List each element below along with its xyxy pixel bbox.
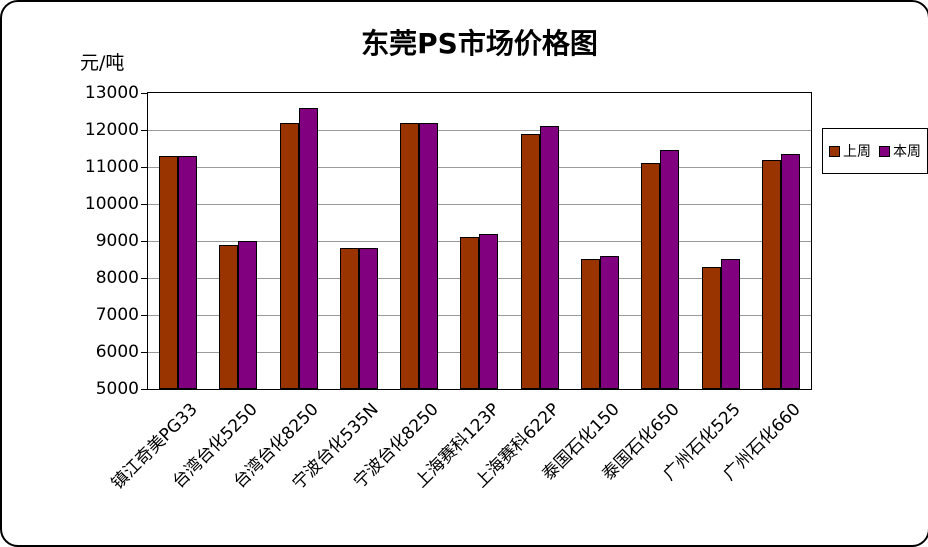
legend-swatch-上周 bbox=[829, 145, 840, 157]
bar-group bbox=[269, 93, 329, 389]
bar-groups bbox=[148, 93, 811, 389]
bar-本周 bbox=[660, 150, 680, 389]
y-tick-mark bbox=[141, 315, 147, 316]
y-tick-mark bbox=[141, 241, 147, 242]
bar-group bbox=[690, 93, 750, 389]
y-axis-unit-label: 元/吨 bbox=[80, 52, 125, 74]
legend-entry: 上周 bbox=[829, 141, 871, 161]
bar-本周 bbox=[238, 241, 258, 389]
legend-label: 上周 bbox=[843, 144, 871, 160]
y-tick-mark bbox=[141, 93, 147, 94]
gridline bbox=[148, 130, 811, 131]
bar-本周 bbox=[479, 234, 499, 389]
bar-本周 bbox=[539, 126, 559, 389]
y-tick-label: 13000 bbox=[84, 83, 139, 103]
bar-上周 bbox=[159, 156, 179, 389]
y-tick-label: 6000 bbox=[95, 342, 139, 362]
bar-本周 bbox=[358, 248, 378, 389]
bar-group bbox=[329, 93, 389, 389]
bar-本周 bbox=[178, 156, 198, 389]
plot-area bbox=[147, 92, 812, 390]
bar-本周 bbox=[419, 123, 439, 389]
bar-本周 bbox=[780, 154, 800, 389]
bar-group bbox=[570, 93, 630, 389]
bar-上周 bbox=[641, 163, 661, 389]
legend-entry: 本周 bbox=[879, 141, 921, 161]
y-tick-label: 10000 bbox=[84, 194, 139, 214]
y-tick-mark bbox=[141, 389, 147, 390]
gridline bbox=[148, 204, 811, 205]
bar-group bbox=[510, 93, 570, 389]
y-tick-label: 5000 bbox=[95, 379, 139, 399]
bar-本周 bbox=[720, 259, 740, 389]
bar-group bbox=[449, 93, 509, 389]
legend-label: 本周 bbox=[893, 144, 921, 160]
bar-上周 bbox=[279, 123, 299, 389]
y-tick-mark bbox=[141, 278, 147, 279]
chart-title: 东莞PS市场价格图 bbox=[361, 27, 598, 60]
y-tick-label: 7000 bbox=[95, 305, 139, 325]
bar-group bbox=[208, 93, 268, 389]
y-tick-label: 12000 bbox=[84, 120, 139, 140]
y-tick-mark bbox=[141, 352, 147, 353]
bar-上周 bbox=[580, 259, 600, 389]
bar-group bbox=[630, 93, 690, 389]
bar-上周 bbox=[701, 267, 721, 389]
bar-上周 bbox=[520, 134, 540, 389]
bar-group bbox=[148, 93, 208, 389]
bar-上周 bbox=[339, 248, 359, 389]
bar-本周 bbox=[298, 108, 318, 389]
y-tick-label: 11000 bbox=[84, 157, 139, 177]
bar-上周 bbox=[460, 237, 480, 389]
y-tick-mark bbox=[141, 204, 147, 205]
bar-上周 bbox=[761, 160, 781, 389]
bar-上周 bbox=[219, 245, 239, 389]
y-tick-mark bbox=[141, 167, 147, 168]
y-tick-label: 8000 bbox=[95, 268, 139, 288]
gridline bbox=[148, 167, 811, 168]
bar-上周 bbox=[400, 123, 420, 389]
y-tick-mark bbox=[141, 130, 147, 131]
bar-group bbox=[751, 93, 811, 389]
y-tick-label: 9000 bbox=[95, 231, 139, 251]
legend: 上周 本周 bbox=[822, 128, 928, 174]
legend-swatch-本周 bbox=[879, 145, 890, 157]
bar-group bbox=[389, 93, 449, 389]
bar-本周 bbox=[599, 256, 619, 389]
